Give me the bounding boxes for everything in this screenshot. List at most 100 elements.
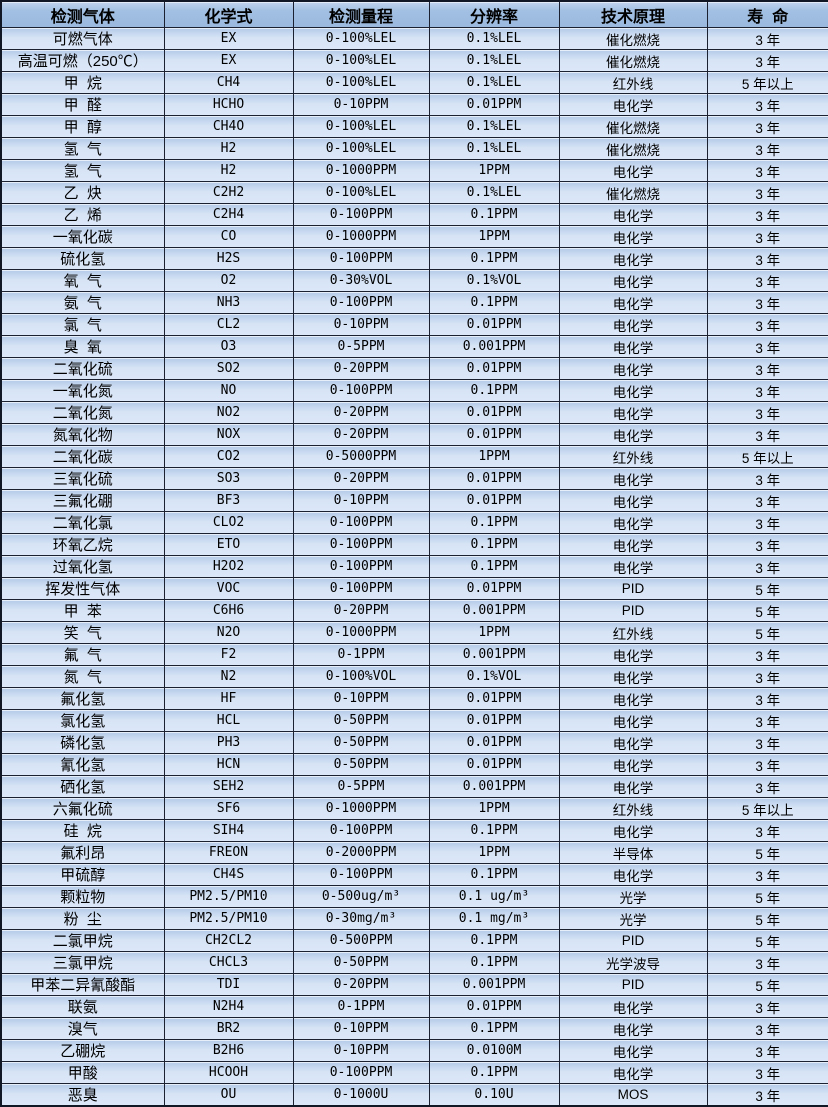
cell-resolution: 0.1PPM bbox=[428, 819, 560, 842]
cell-resolution: 0.01PPM bbox=[428, 93, 560, 116]
cell-lifespan: 3 年 bbox=[706, 159, 828, 182]
cell-range: 0-100PPM bbox=[292, 533, 430, 556]
table-row: 二氧化碳 CO2 0-5000PPM 1PPM 红外线 5 年以上 bbox=[0, 445, 828, 468]
cell-range: 0-100%LEL bbox=[292, 181, 430, 204]
cell-range: 0-100PPM bbox=[292, 291, 430, 314]
cell-principle: 电化学 bbox=[558, 225, 708, 248]
cell-range: 0-1000PPM bbox=[292, 159, 430, 182]
table-row: 二氧化氯 CLO2 0-100PPM 0.1PPM 电化学 3 年 bbox=[0, 511, 828, 534]
cell-principle: 电化学 bbox=[558, 863, 708, 886]
cell-principle: 电化学 bbox=[558, 709, 708, 732]
cell-resolution: 0.001PPM bbox=[428, 775, 560, 798]
cell-lifespan: 3 年 bbox=[706, 115, 828, 138]
cell-lifespan: 3 年 bbox=[706, 1061, 828, 1084]
cell-range: 0-1000PPM bbox=[292, 797, 430, 820]
cell-resolution: 0.1%LEL bbox=[428, 49, 560, 72]
cell-formula: OU bbox=[163, 1083, 294, 1107]
cell-lifespan: 3 年 bbox=[706, 731, 828, 754]
cell-lifespan: 3 年 bbox=[706, 555, 828, 578]
cell-gas: 氮氧化物 bbox=[0, 423, 165, 446]
cell-resolution: 0.01PPM bbox=[428, 489, 560, 512]
table-row: 六氟化硫 SF6 0-1000PPM 1PPM 红外线 5 年以上 bbox=[0, 797, 828, 820]
cell-gas: 联氨 bbox=[0, 995, 165, 1018]
cell-principle: 电化学 bbox=[558, 247, 708, 270]
cell-resolution: 0.01PPM bbox=[428, 467, 560, 490]
cell-resolution: 0.1PPM bbox=[428, 247, 560, 270]
cell-range: 0-100%LEL bbox=[292, 115, 430, 138]
cell-formula: HCHO bbox=[163, 93, 294, 116]
cell-resolution: 0.01PPM bbox=[428, 731, 560, 754]
table-row: 氢 气 H2 0-1000PPM 1PPM 电化学 3 年 bbox=[0, 159, 828, 182]
cell-resolution: 0.1PPM bbox=[428, 291, 560, 314]
table-row: 氯 气 CL2 0-10PPM 0.01PPM 电化学 3 年 bbox=[0, 313, 828, 336]
table-row: 三氯甲烷 CHCL3 0-50PPM 0.1PPM 光学波导 3 年 bbox=[0, 951, 828, 974]
cell-gas: 甲硫醇 bbox=[0, 863, 165, 886]
cell-formula: FREON bbox=[163, 841, 294, 864]
cell-resolution: 0.1 ug/m³ bbox=[428, 885, 560, 908]
cell-formula: O3 bbox=[163, 335, 294, 358]
cell-resolution: 0.01PPM bbox=[428, 357, 560, 380]
cell-lifespan: 3 年 bbox=[706, 643, 828, 666]
cell-range: 0-100PPM bbox=[292, 379, 430, 402]
table-row: 氟化氢 HF 0-10PPM 0.01PPM 电化学 3 年 bbox=[0, 687, 828, 710]
cell-range: 0-50PPM bbox=[292, 951, 430, 974]
table-row: 二氧化硫 SO2 0-20PPM 0.01PPM 电化学 3 年 bbox=[0, 357, 828, 380]
cell-range: 0-100PPM bbox=[292, 247, 430, 270]
cell-formula: C6H6 bbox=[163, 599, 294, 622]
cell-range: 0-1000PPM bbox=[292, 621, 430, 644]
cell-range: 0-1PPM bbox=[292, 995, 430, 1018]
cell-gas: 三氟化硼 bbox=[0, 489, 165, 512]
cell-principle: 红外线 bbox=[558, 621, 708, 644]
cell-lifespan: 3 年 bbox=[706, 753, 828, 776]
cell-gas: 一氧化碳 bbox=[0, 225, 165, 248]
cell-formula: BF3 bbox=[163, 489, 294, 512]
cell-range: 0-1PPM bbox=[292, 643, 430, 666]
cell-formula: PH3 bbox=[163, 731, 294, 754]
cell-gas: 一氧化氮 bbox=[0, 379, 165, 402]
cell-formula: HF bbox=[163, 687, 294, 710]
cell-principle: 半导体 bbox=[558, 841, 708, 864]
cell-lifespan: 3 年 bbox=[706, 291, 828, 314]
cell-gas: 硫化氢 bbox=[0, 247, 165, 270]
table-row: 乙 烯 C2H4 0-100PPM 0.1PPM 电化学 3 年 bbox=[0, 203, 828, 226]
cell-formula: SO3 bbox=[163, 467, 294, 490]
column-header-principle: 技术原理 bbox=[558, 0, 708, 28]
cell-resolution: 0.01PPM bbox=[428, 687, 560, 710]
table-row: 甲苯二异氰酸酯 TDI 0-20PPM 0.001PPM PID 5 年 bbox=[0, 973, 828, 996]
cell-gas: 甲 醇 bbox=[0, 115, 165, 138]
cell-range: 0-30%VOL bbox=[292, 269, 430, 292]
cell-range: 0-100PPM bbox=[292, 203, 430, 226]
column-header-formula: 化学式 bbox=[163, 0, 294, 28]
cell-formula: ETO bbox=[163, 533, 294, 556]
cell-formula: SEH2 bbox=[163, 775, 294, 798]
cell-principle: 电化学 bbox=[558, 995, 708, 1018]
cell-gas: 氯化氢 bbox=[0, 709, 165, 732]
cell-formula: CH2CL2 bbox=[163, 929, 294, 952]
cell-range: 0-20PPM bbox=[292, 423, 430, 446]
table-row: 氨 气 NH3 0-100PPM 0.1PPM 电化学 3 年 bbox=[0, 291, 828, 314]
cell-resolution: 0.1PPM bbox=[428, 511, 560, 534]
cell-formula: N2H4 bbox=[163, 995, 294, 1018]
cell-gas: 氧 气 bbox=[0, 269, 165, 292]
cell-range: 0-20PPM bbox=[292, 973, 430, 996]
cell-principle: 催化燃烧 bbox=[558, 115, 708, 138]
cell-formula: TDI bbox=[163, 973, 294, 996]
cell-range: 0-1000U bbox=[292, 1083, 430, 1107]
cell-range: 0-50PPM bbox=[292, 709, 430, 732]
table-row: 氯化氢 HCL 0-50PPM 0.01PPM 电化学 3 年 bbox=[0, 709, 828, 732]
cell-resolution: 0.01PPM bbox=[428, 423, 560, 446]
cell-lifespan: 3 年 bbox=[706, 995, 828, 1018]
table-row: 笑 气 N2O 0-1000PPM 1PPM 红外线 5 年 bbox=[0, 621, 828, 644]
cell-gas: 氢 气 bbox=[0, 137, 165, 160]
table-row: 可燃气体 EX 0-100%LEL 0.1%LEL 催化燃烧 3 年 bbox=[0, 27, 828, 50]
cell-principle: 电化学 bbox=[558, 467, 708, 490]
cell-lifespan: 5 年以上 bbox=[706, 445, 828, 468]
cell-gas: 硒化氢 bbox=[0, 775, 165, 798]
cell-principle: 电化学 bbox=[558, 1061, 708, 1084]
cell-resolution: 0.001PPM bbox=[428, 335, 560, 358]
cell-lifespan: 3 年 bbox=[706, 467, 828, 490]
cell-resolution: 0.01PPM bbox=[428, 401, 560, 424]
cell-gas: 乙 烯 bbox=[0, 203, 165, 226]
table-row: 甲 烷 CH4 0-100%LEL 0.1%LEL 红外线 5 年以上 bbox=[0, 71, 828, 94]
